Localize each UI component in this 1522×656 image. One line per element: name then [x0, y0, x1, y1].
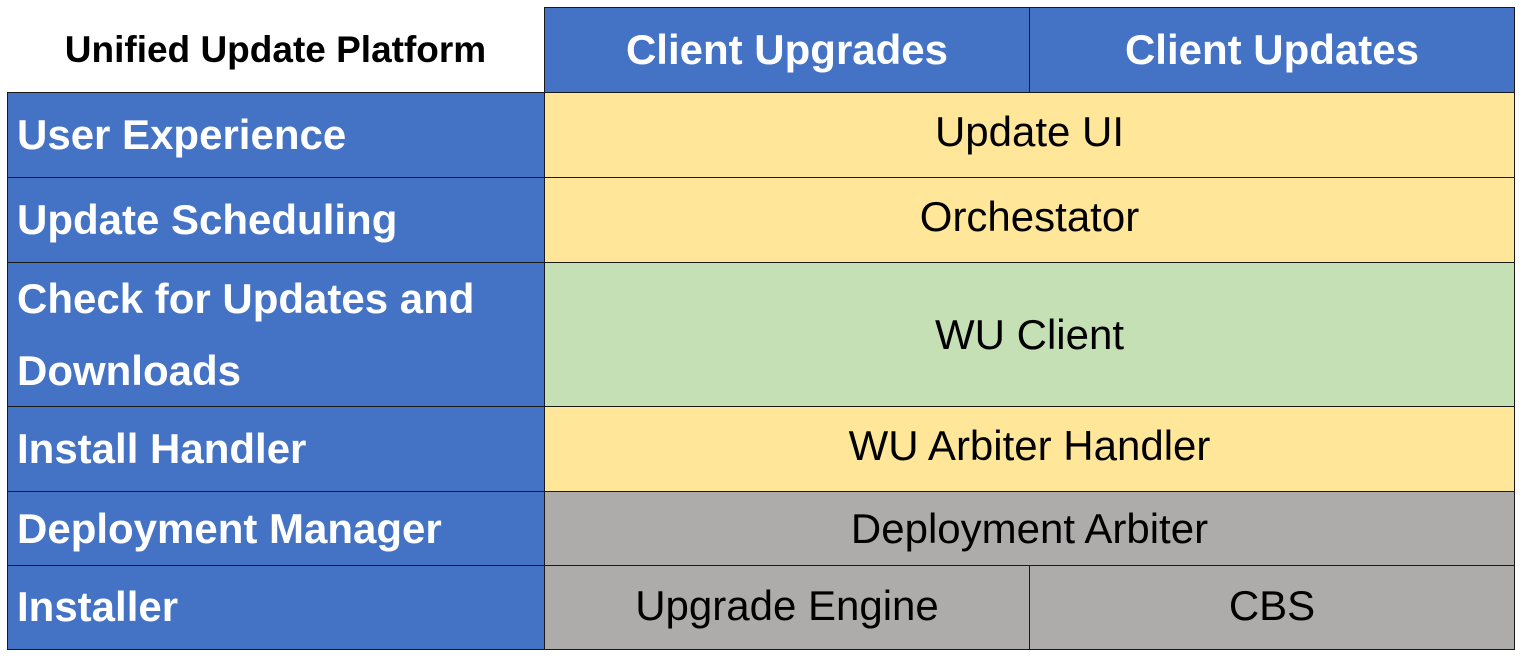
cell-update-ui: Update UI	[544, 92, 1515, 178]
row-label-user-experience: User Experience	[7, 92, 545, 178]
row-label-deployment-manager: Deployment Manager	[7, 491, 545, 566]
row-label-installer: Installer	[7, 565, 545, 650]
column-header-client-upgrades: Client Upgrades	[544, 7, 1030, 93]
row-label-install-handler: Install Handler	[7, 406, 545, 492]
cell-cbs: CBS	[1029, 565, 1515, 650]
cell-deployment-arbiter: Deployment Arbiter	[544, 491, 1515, 566]
cell-upgrade-engine: Upgrade Engine	[544, 565, 1030, 650]
cell-wu-client: WU Client	[544, 262, 1515, 407]
column-header-client-updates: Client Updates	[1029, 7, 1515, 93]
cell-wu-arbiter-handler: WU Arbiter Handler	[544, 406, 1515, 492]
table-title: Unified Update Platform	[64, 28, 487, 70]
row-label-check-for-updates: Check for Updates and Downloads	[7, 262, 545, 407]
row-label-update-scheduling: Update Scheduling	[7, 177, 545, 263]
cell-orchestrator: Orchestator	[544, 177, 1515, 263]
